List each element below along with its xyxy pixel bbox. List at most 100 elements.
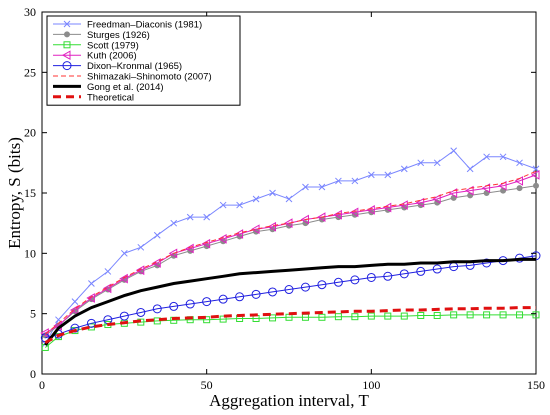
- data-point: [185, 299, 195, 309]
- data-point: [415, 197, 425, 208]
- data-point: [219, 201, 227, 209]
- legend-entry: Shimazaki–Shinomoto (2007): [53, 72, 212, 83]
- data-point: [417, 159, 425, 167]
- data-point: [235, 292, 245, 302]
- data-point: [367, 171, 375, 179]
- data-point: [483, 311, 491, 319]
- data-point: [135, 265, 145, 276]
- data-point: [69, 305, 79, 315]
- legend-entry: Theoretical: [53, 92, 134, 103]
- data-point: [432, 194, 441, 204]
- data-point: [399, 200, 408, 210]
- data-point: [234, 229, 244, 239]
- data-point: [269, 189, 276, 197]
- data-point: [400, 312, 408, 320]
- data-point: [168, 248, 178, 259]
- data-point: [88, 280, 95, 287]
- legend-entry: Sturges (1926): [53, 30, 150, 41]
- data-point: [367, 312, 375, 320]
- data-point: [318, 313, 326, 321]
- x-axis-label: Aggregation interval, T: [209, 391, 369, 410]
- legend-label: Scott (1979): [87, 40, 139, 51]
- data-point: [104, 268, 112, 275]
- data-point: [450, 147, 458, 155]
- data-point: [300, 282, 310, 292]
- data-point: [236, 201, 243, 209]
- y-tick-label: 15: [24, 186, 36, 200]
- data-point: [86, 318, 96, 328]
- data-point: [137, 243, 145, 251]
- data-point: [400, 165, 408, 173]
- data-point: [284, 285, 294, 295]
- data-point: [533, 182, 539, 189]
- data-point: [252, 195, 260, 203]
- series-line: [45, 174, 537, 334]
- data-point: [268, 287, 278, 297]
- series-0: [41, 147, 540, 348]
- data-point: [334, 313, 342, 321]
- data-point: [433, 159, 441, 167]
- series-line: [44, 306, 536, 344]
- series-6: [44, 257, 536, 346]
- data-point: [119, 273, 128, 284]
- data-point: [333, 277, 343, 287]
- data-point: [302, 183, 309, 191]
- data-point: [251, 289, 261, 299]
- x-tick-label: 50: [201, 378, 213, 392]
- series-3: [40, 170, 540, 338]
- y-tick-label: 30: [24, 5, 36, 19]
- x-tick-label: 100: [362, 378, 380, 392]
- data-point: [119, 311, 129, 321]
- data-point: [482, 258, 492, 268]
- data-point: [351, 177, 359, 185]
- data-point: [86, 293, 95, 303]
- series-line: [44, 170, 537, 335]
- data-point: [186, 213, 194, 221]
- data-point: [40, 328, 49, 338]
- data-point: [218, 233, 227, 244]
- data-point: [466, 165, 474, 173]
- data-point: [384, 312, 392, 320]
- data-point: [120, 249, 128, 257]
- y-tick-label: 20: [24, 126, 36, 140]
- series-layer: [40, 147, 541, 351]
- series-5: [44, 170, 537, 335]
- data-point: [185, 243, 194, 254]
- data-point: [218, 294, 228, 304]
- y-axis-label: Entropy, S (bits): [5, 137, 24, 249]
- y-tick-label: 0: [30, 367, 36, 381]
- data-point: [269, 314, 277, 322]
- data-point: [219, 315, 227, 323]
- data-point: [433, 311, 441, 319]
- data-point: [136, 307, 146, 317]
- data-point: [384, 171, 392, 179]
- data-point: [169, 301, 179, 311]
- data-point: [366, 205, 375, 215]
- data-point: [251, 224, 260, 235]
- legend-label: Sturges (1926): [87, 30, 150, 41]
- legend-entry: Kuth (2006): [53, 50, 137, 62]
- axes-layer: 0 50 100 150 0 5 10 15 20 25 30: [24, 5, 545, 392]
- x-tick-label: 0: [39, 378, 45, 392]
- data-point: [63, 41, 71, 49]
- legend-label: Dixon–Kronmal (1965): [87, 61, 182, 72]
- data-point: [152, 258, 161, 268]
- data-point: [61, 50, 71, 61]
- data-point: [203, 316, 211, 324]
- data-point: [63, 20, 71, 28]
- data-point: [383, 271, 393, 281]
- data-point: [350, 275, 360, 285]
- legend-entry: Gong et al. (2014): [53, 82, 164, 93]
- data-point: [417, 311, 425, 319]
- data-point: [170, 219, 178, 227]
- data-point: [102, 283, 112, 294]
- data-point: [448, 188, 458, 198]
- data-point: [499, 153, 507, 161]
- series-7: [44, 306, 536, 344]
- legend-label: Freedman–Diaconis (1981): [87, 20, 202, 31]
- series-line: [44, 257, 536, 346]
- y-tick-label: 25: [24, 65, 36, 79]
- data-point: [267, 221, 277, 232]
- data-point: [153, 231, 161, 239]
